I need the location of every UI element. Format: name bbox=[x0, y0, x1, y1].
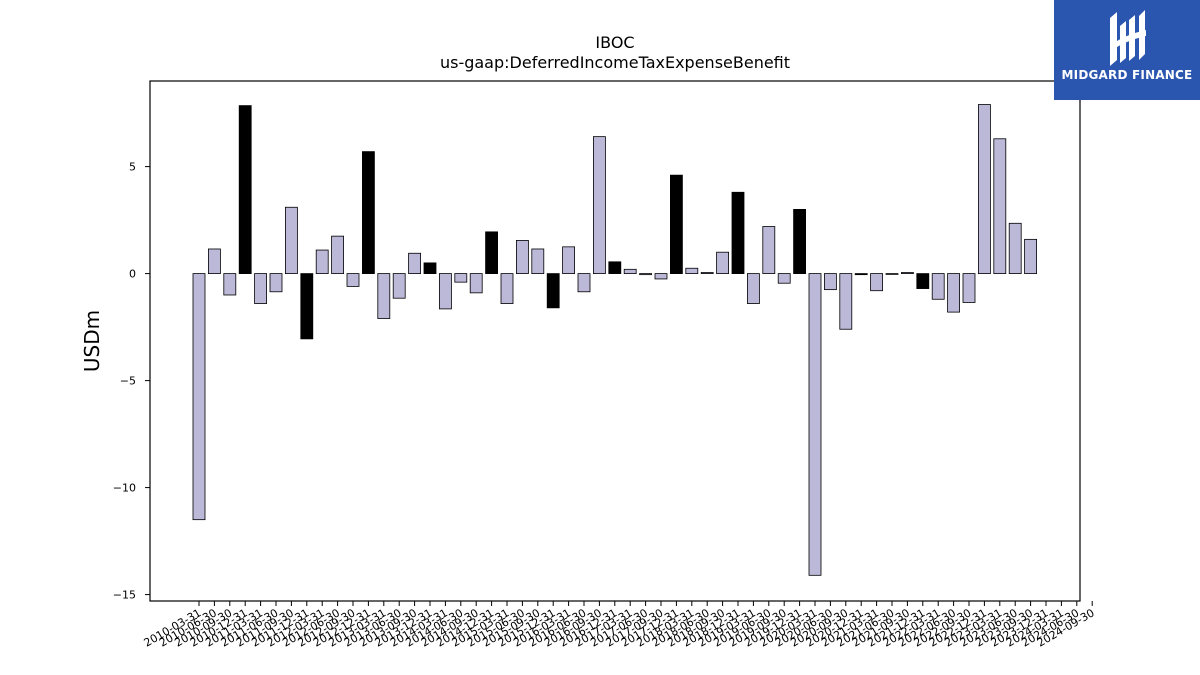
bar bbox=[1024, 238, 1037, 274]
bar bbox=[747, 273, 760, 304]
bar bbox=[423, 262, 437, 274]
bar bbox=[207, 248, 221, 274]
bar bbox=[623, 268, 637, 274]
bar bbox=[500, 273, 514, 304]
bar bbox=[901, 272, 914, 274]
bar bbox=[469, 273, 483, 294]
bar bbox=[700, 272, 714, 274]
bar bbox=[531, 248, 545, 274]
bar bbox=[762, 226, 776, 274]
bar bbox=[192, 273, 206, 521]
bar bbox=[361, 151, 375, 274]
bar bbox=[685, 267, 699, 274]
y-tick-label: 0 bbox=[129, 268, 136, 281]
bar bbox=[716, 251, 729, 274]
bar bbox=[793, 208, 806, 274]
bar bbox=[731, 191, 745, 274]
bar bbox=[438, 273, 452, 310]
bar bbox=[223, 273, 237, 296]
logo-text: MIDGARD FINANCE bbox=[1061, 68, 1193, 82]
bar bbox=[346, 273, 360, 287]
bar bbox=[300, 273, 314, 340]
bar bbox=[516, 240, 529, 274]
bar bbox=[608, 261, 622, 274]
bar bbox=[993, 138, 1007, 274]
bar bbox=[577, 273, 591, 293]
bar bbox=[947, 273, 960, 313]
bar bbox=[269, 273, 283, 293]
bar bbox=[654, 273, 668, 280]
bar bbox=[238, 105, 252, 274]
y-tick-label: −10 bbox=[113, 482, 136, 495]
bar bbox=[284, 206, 298, 274]
bar bbox=[885, 273, 899, 275]
bar bbox=[670, 174, 683, 275]
bar bbox=[854, 273, 868, 276]
bar bbox=[839, 273, 853, 330]
bar bbox=[916, 273, 930, 289]
y-axis-label: USDm bbox=[80, 310, 104, 372]
midgard-logo-icon bbox=[1110, 10, 1146, 66]
y-tick-label: −5 bbox=[120, 375, 136, 388]
bar bbox=[377, 273, 391, 319]
bar bbox=[962, 273, 976, 303]
bar bbox=[777, 273, 791, 284]
bar bbox=[331, 235, 345, 274]
bar bbox=[931, 273, 945, 300]
bar bbox=[315, 249, 329, 274]
bar bbox=[824, 273, 837, 291]
bar bbox=[546, 273, 560, 309]
bar bbox=[639, 273, 652, 276]
y-tick-label: −15 bbox=[113, 589, 136, 602]
bar bbox=[978, 104, 991, 274]
bar bbox=[1008, 222, 1022, 274]
bar bbox=[870, 273, 883, 292]
bar bbox=[254, 273, 268, 304]
chart-subtitle: us-gaap:DeferredIncomeTaxExpenseBenefit bbox=[440, 53, 790, 72]
chart-title: IBOC bbox=[595, 33, 634, 52]
plot-frame bbox=[149, 80, 1081, 602]
bar bbox=[593, 136, 606, 274]
bar bbox=[392, 273, 406, 299]
bar bbox=[485, 231, 499, 274]
brand-logo: MIDGARD FINANCE bbox=[1054, 0, 1200, 100]
bar bbox=[562, 246, 575, 274]
bar bbox=[454, 273, 468, 283]
bar bbox=[808, 273, 822, 576]
y-tick-label: 5 bbox=[129, 161, 136, 174]
bar bbox=[408, 252, 422, 274]
